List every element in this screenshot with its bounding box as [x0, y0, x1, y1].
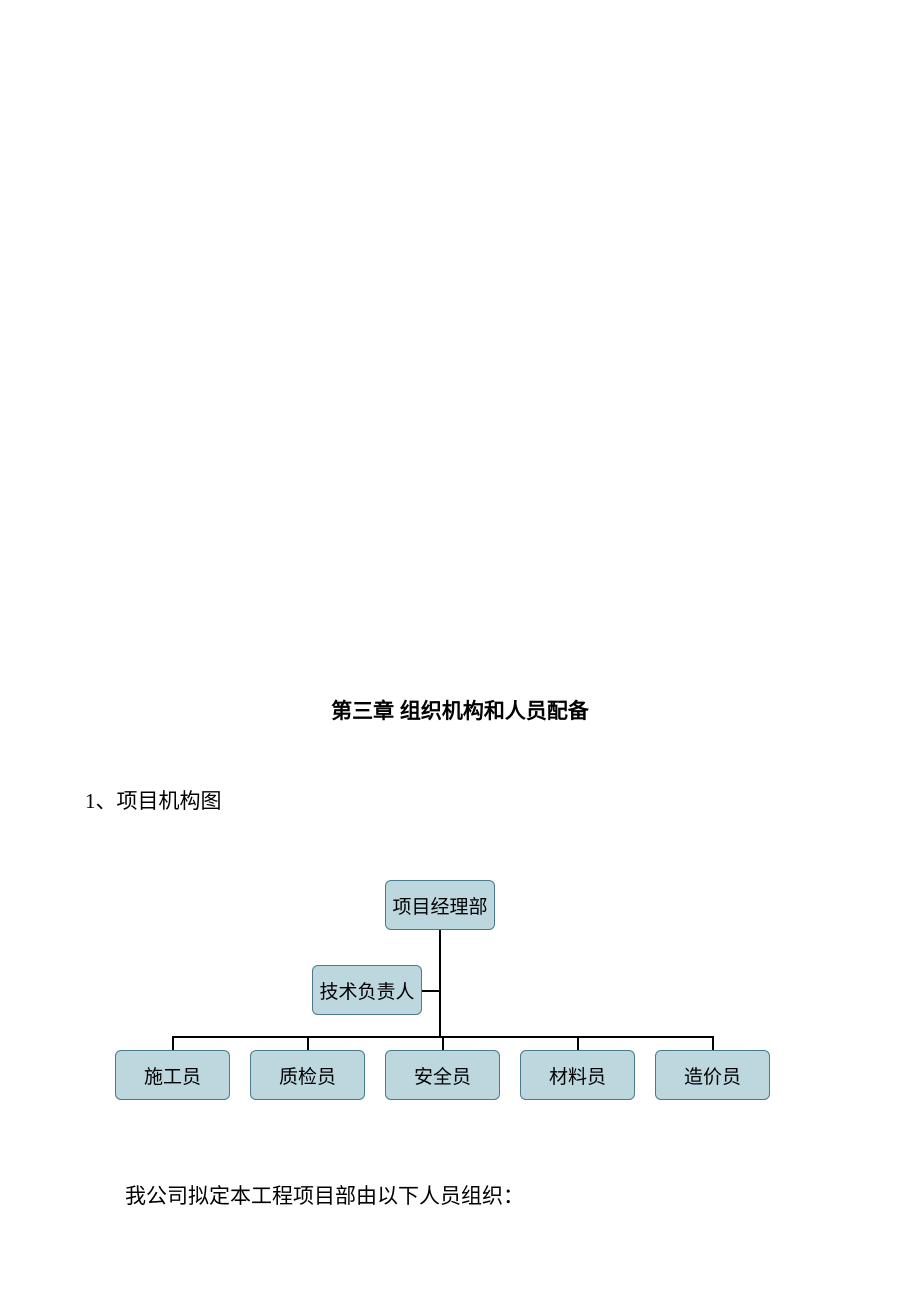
connector-drop-3	[577, 1036, 579, 1050]
org-node-leaf0: 施工员	[115, 1050, 230, 1100]
org-chart: 项目经理部技术负责人施工员质检员安全员材料员造价员	[115, 880, 775, 1105]
org-node-root: 项目经理部	[385, 880, 495, 930]
connector-tech-branch	[422, 990, 441, 992]
chapter-title: 第三章 组织机构和人员配备	[0, 695, 920, 725]
section-title: 1、项目机构图	[85, 785, 222, 815]
connector-drop-4	[712, 1036, 714, 1050]
body-paragraph: 我公司拟定本工程项目部由以下人员组织：	[125, 1180, 524, 1210]
org-node-leaf2: 安全员	[385, 1050, 500, 1100]
connector-drop-2	[442, 1036, 444, 1050]
connector-drop-0	[172, 1036, 174, 1050]
connector-trunk	[439, 930, 441, 1036]
org-node-leaf1: 质检员	[250, 1050, 365, 1100]
org-node-tech: 技术负责人	[312, 965, 422, 1015]
connector-drop-1	[307, 1036, 309, 1050]
document-page: 第三章 组织机构和人员配备 1、项目机构图 项目经理部技术负责人施工员质检员安全…	[0, 0, 920, 1302]
org-node-leaf3: 材料员	[520, 1050, 635, 1100]
org-node-leaf4: 造价员	[655, 1050, 770, 1100]
